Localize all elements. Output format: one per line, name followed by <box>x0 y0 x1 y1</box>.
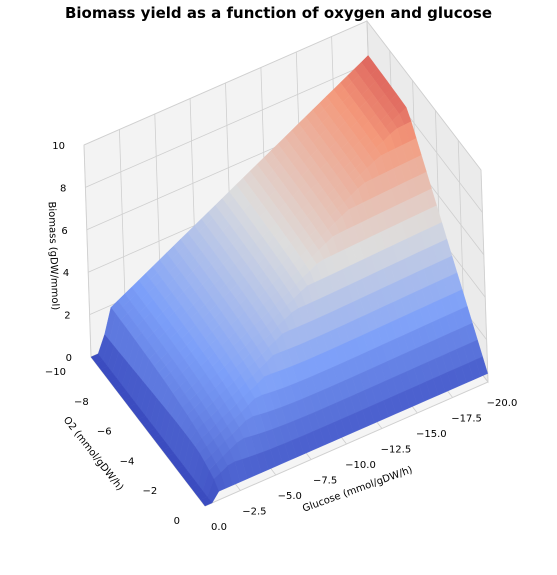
x-tick-label: −20.0 <box>487 398 518 409</box>
x-tick-label: −17.5 <box>451 414 482 425</box>
z-tick-label: 2 <box>64 311 70 322</box>
z-tick-label: 10 <box>52 141 65 152</box>
x-tick-label: −15.0 <box>416 429 447 440</box>
x-axis-label: Glucose (mmol/gDW/h) <box>301 465 414 515</box>
grid-line-biomass <box>83 20 482 171</box>
x-tick-label: −2.5 <box>242 507 266 518</box>
x-tick-label: −5.0 <box>278 491 302 502</box>
z-tick-label: 8 <box>60 183 66 194</box>
x-tick-label: −7.5 <box>313 476 337 487</box>
chart-title: Biomass yield as a function of oxygen an… <box>64 4 493 22</box>
surface-mesh <box>90 55 488 507</box>
y-tick-label: −10 <box>45 367 66 378</box>
z-axis-label: Biomass (gDW/mmol) <box>46 201 61 310</box>
y-axis-label: O2 (mmol/gDW/h) <box>61 415 126 493</box>
z-tick-label: 0 <box>66 353 72 364</box>
x-tick-label: 0.0 <box>211 522 227 533</box>
tick-labels: 0.0 −2.5 −5.0 −7.5 −10.0 −12.5 −15.0 −17.5 −20.0… <box>45 141 517 533</box>
surface-patch <box>199 496 213 507</box>
y-tick-label: −2 <box>142 486 157 497</box>
y-tick-label: −8 <box>74 397 89 408</box>
x-tick-label: −12.5 <box>381 445 412 456</box>
z-tick-label: 6 <box>61 226 67 237</box>
z-tick-label: 4 <box>63 268 69 279</box>
y-tick-label: 0 <box>174 516 180 527</box>
y-tick-label: −4 <box>120 456 135 467</box>
x-tick-label: −10.0 <box>345 460 376 471</box>
y-tick-label: −6 <box>97 427 112 438</box>
